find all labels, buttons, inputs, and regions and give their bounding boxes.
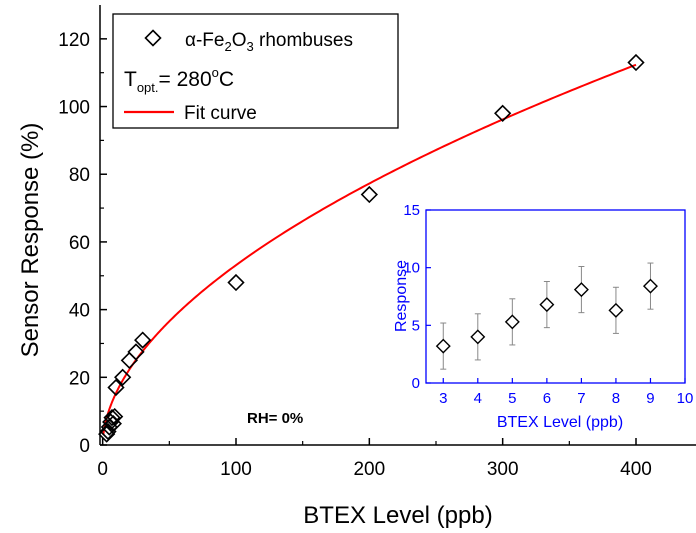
y-tick-label: 100 [58, 98, 90, 119]
inset-y-tick-label: 15 [403, 202, 420, 219]
x-axis-label: BTEX Level (ppb) [303, 502, 492, 529]
inset-data-point [435, 338, 451, 354]
y-tick-label: 40 [69, 301, 90, 322]
y-tick-label: 120 [58, 30, 90, 51]
legend-label-suffix: rhombuses [254, 30, 353, 51]
inset-data-point [504, 314, 520, 330]
data-point [227, 273, 245, 292]
topt-sub: opt. [137, 80, 159, 95]
inset-data-point [608, 302, 624, 318]
data-point [106, 407, 124, 426]
legend-label-mid: O [232, 30, 247, 51]
topt-t: T [124, 68, 137, 91]
legend-marker [144, 29, 162, 47]
data-point [114, 368, 132, 386]
inset-x-tick-label: 6 [543, 390, 551, 407]
data-point [627, 53, 645, 72]
x-tick-label: 400 [620, 459, 652, 480]
topt-unit: C [219, 68, 234, 91]
legend-fit-label: Fit curve [184, 103, 257, 124]
legend-topt-label: Topt.= 280oC [124, 65, 234, 95]
inset-data-point [539, 297, 555, 313]
inset-y-tick-label: 5 [412, 317, 420, 334]
legend-series-label: α-Fe2O3 rhombuses [185, 30, 353, 54]
legend-label-sub1: 2 [224, 39, 231, 54]
legend-box [112, 13, 399, 129]
data-point [134, 331, 152, 349]
legend-label-prefix: α-Fe [185, 30, 224, 51]
y-tick-label: 80 [69, 165, 90, 186]
x-tick-label: 300 [487, 459, 519, 480]
y-tick-label: 0 [79, 436, 90, 457]
inset-x-axis-label: BTEX Level (ppb) [497, 414, 623, 431]
x-tick-label: 200 [353, 459, 385, 480]
y-axis-label: Sensor Response (%) [17, 123, 44, 358]
topt-sup: o [212, 65, 219, 80]
inset-x-tick-label: 10 [677, 390, 694, 407]
data-point [360, 185, 378, 204]
inset-frame [425, 209, 686, 384]
data-point [494, 104, 512, 122]
inset-y-tick-label: 10 [403, 260, 420, 277]
fit-curve [102, 63, 637, 435]
inset-data-point [642, 278, 658, 294]
inset-data-point [470, 329, 486, 345]
data-point [127, 343, 145, 361]
legend: α-Fe2O3 rhombuses Topt.= 280oC Fit curve [112, 13, 399, 129]
data-point [107, 378, 125, 397]
inset-plot: 3 4 5 6 7 8 9 10 0 5 10 15 BTEX Level (ppb) Response [393, 202, 693, 431]
y-tick-label: 60 [69, 233, 90, 254]
inset-data-point [573, 282, 589, 298]
inset-y-tick-label: 0 [412, 375, 420, 392]
x-tick-label: 100 [220, 459, 252, 480]
inset-x-tick-label: 5 [508, 390, 516, 407]
topt-eq: = 280 [159, 68, 212, 91]
data-point [103, 408, 121, 427]
inset-x-tick-label: 7 [577, 390, 585, 407]
rh-annotation: RH= 0% [247, 410, 303, 427]
legend-label-sub2: 3 [247, 39, 254, 54]
inset-x-tick-label: 9 [646, 390, 654, 407]
inset-x-tick-label: 4 [474, 390, 482, 407]
inset-x-tick-label: 3 [439, 390, 447, 407]
y-tick-label: 20 [69, 368, 90, 389]
inset-x-tick-label: 8 [612, 390, 620, 407]
x-tick-label: 0 [97, 459, 108, 480]
inset-y-axis-label: Response [393, 260, 410, 332]
